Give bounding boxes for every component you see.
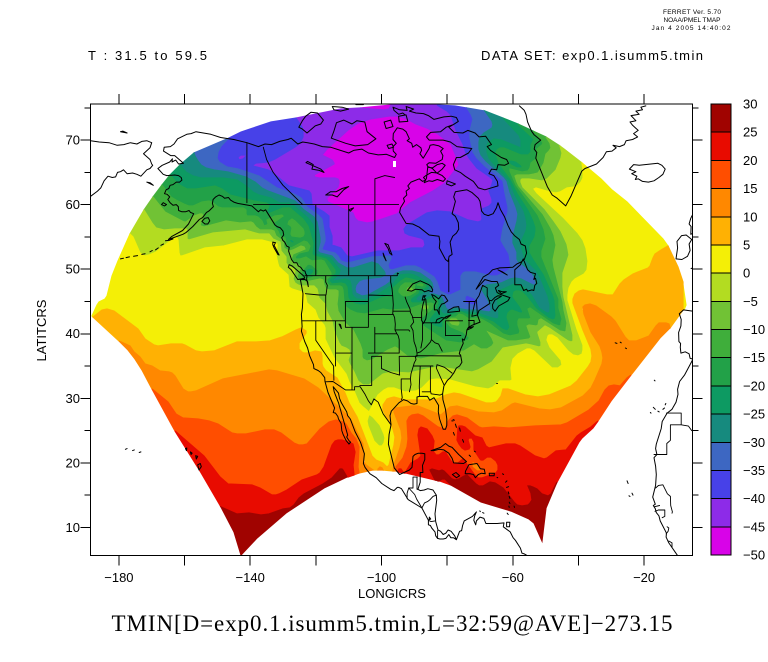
svg-text:10: 10 [66, 520, 80, 535]
svg-text:LATITCRS: LATITCRS [34, 299, 49, 361]
svg-text:−30: −30 [743, 435, 765, 450]
svg-text:−40: −40 [743, 491, 765, 506]
svg-text:25: 25 [743, 125, 757, 140]
svg-text:−20: −20 [633, 570, 655, 585]
svg-text:40: 40 [66, 326, 80, 341]
svg-text:15: 15 [743, 181, 757, 196]
svg-text:DATA SET: exp0.1.isumm5.tmin: DATA SET: exp0.1.isumm5.tmin [481, 48, 703, 63]
svg-text:−100: −100 [367, 570, 396, 585]
svg-text:−15: −15 [743, 350, 765, 365]
svg-text:−25: −25 [743, 407, 765, 422]
svg-text:50: 50 [66, 262, 80, 277]
svg-text:−50: −50 [743, 548, 765, 563]
svg-text:30: 30 [66, 391, 80, 406]
svg-text:NOAA/PMEL TMAP: NOAA/PMEL TMAP [664, 17, 721, 24]
svg-text:−35: −35 [743, 463, 765, 478]
svg-text:70: 70 [66, 133, 80, 148]
svg-text:0: 0 [743, 266, 750, 281]
svg-text:20: 20 [743, 153, 757, 168]
svg-text:−180: −180 [104, 570, 133, 585]
svg-text:20: 20 [66, 455, 80, 470]
svg-text:−20: −20 [743, 378, 765, 393]
svg-text:TMIN[D=exp0.1.isumm5.tmin,L=32: TMIN[D=exp0.1.isumm5.tmin,L=32:59@AVE]−2… [112, 611, 673, 636]
svg-text:60: 60 [66, 197, 80, 212]
svg-text:−45: −45 [743, 519, 765, 534]
svg-text:10: 10 [743, 209, 757, 224]
svg-text:FERRET Ver. 5.70: FERRET Ver. 5.70 [663, 9, 721, 16]
svg-text:5: 5 [743, 238, 750, 253]
svg-text:LONGICRS: LONGICRS [358, 586, 426, 601]
svg-text:−5: −5 [743, 294, 758, 309]
svg-text:30: 30 [743, 97, 757, 112]
svg-text:−60: −60 [502, 570, 524, 585]
svg-text:−140: −140 [236, 570, 265, 585]
svg-text:Jan 4 2005 14:40:02: Jan 4 2005 14:40:02 [652, 25, 731, 32]
svg-text:−10: −10 [743, 322, 765, 337]
